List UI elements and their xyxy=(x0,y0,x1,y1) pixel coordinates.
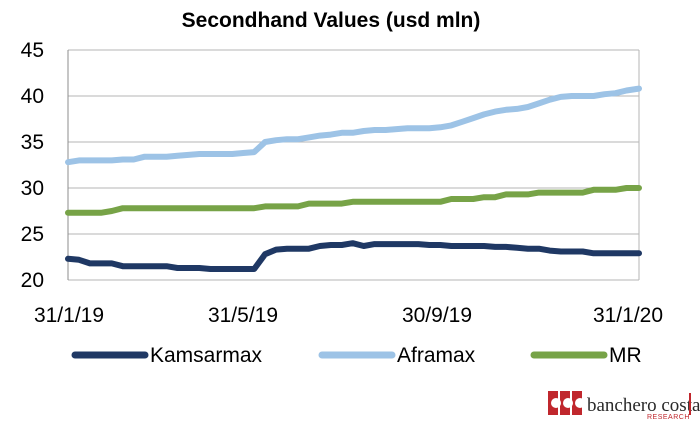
x-axis-tick-labels: 31/1/19 31/5/19 30/9/19 31/1/20 xyxy=(34,304,663,327)
series-line-mr xyxy=(65,185,642,216)
logo-name: banchero costa xyxy=(587,395,700,416)
logo-divider xyxy=(689,393,691,415)
y-tick-label: 45 xyxy=(21,39,44,62)
legend: Kamsarmax Aframax MR xyxy=(71,344,642,367)
series-lines xyxy=(65,85,642,272)
y-tick-label: 30 xyxy=(21,177,44,200)
series-line-aframax xyxy=(65,85,642,166)
series-line-kamsarmax xyxy=(65,240,642,272)
y-tick-label: 25 xyxy=(21,223,44,246)
y-tick-label: 35 xyxy=(21,131,44,154)
legend-label-aframax: Aframax xyxy=(397,344,476,367)
x-tick-label: 31/5/19 xyxy=(208,304,278,327)
legend-label-kamsarmax: Kamsarmax xyxy=(150,344,263,367)
x-tick-label: 31/1/19 xyxy=(34,304,104,327)
gridlines xyxy=(68,49,639,281)
legend-label-mr: MR xyxy=(609,344,642,367)
y-tick-label: 40 xyxy=(21,85,44,108)
x-tick-label: 30/9/19 xyxy=(402,304,472,327)
x-tick-label: 31/1/20 xyxy=(593,304,663,327)
y-axis-tick-labels: 20 25 30 35 40 45 xyxy=(21,39,44,292)
y-tick-label: 20 xyxy=(21,269,44,292)
banchero-costa-logo: banchero costa RESEARCH xyxy=(547,381,700,427)
chart-title: Secondhand Values (usd mln) xyxy=(182,9,481,32)
logo-subtitle: RESEARCH xyxy=(647,414,690,421)
logo-mark-icon xyxy=(548,391,585,415)
